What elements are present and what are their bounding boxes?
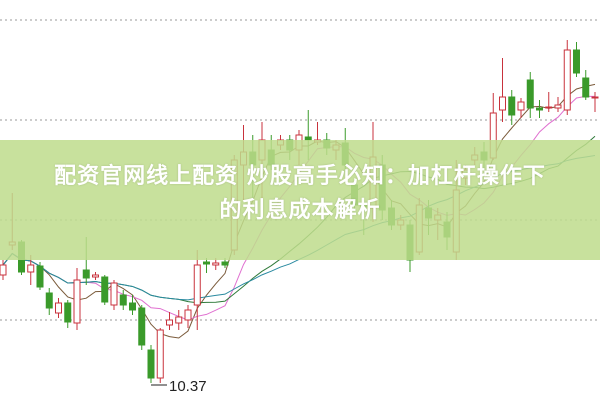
candle [119,290,127,310]
candle [499,58,506,122]
candle-body [193,264,201,306]
candle [55,298,62,318]
candle-body [554,104,562,109]
candle-body [573,49,580,74]
candle [175,310,183,330]
candle-body [64,302,72,323]
candle [212,258,220,270]
candle [536,100,543,118]
candle [138,305,146,350]
low-annotation: 10.37 [151,378,207,395]
candle-body [55,302,62,314]
candle [110,280,118,310]
candle-body [166,319,173,326]
candle-body [138,307,146,346]
candle-body [545,106,553,109]
candle-body [175,316,183,324]
candle-body [0,264,7,276]
candle-body [101,276,109,303]
candle-body [73,279,81,324]
candle-body [499,96,506,111]
candle-body [184,309,192,321]
candle-body [156,329,164,379]
candle-body [147,349,155,379]
candle [591,92,599,112]
article-title: 配资官网线上配资 炒股高手必知：加杠杆操作下 的利息成本解析 [0,160,600,228]
candle [573,42,580,77]
candle [156,328,164,383]
candle-body [129,302,136,311]
candle [27,255,35,285]
candle-body [517,101,525,111]
candle [184,305,192,328]
candle [129,295,136,315]
title-line-1: 配资官网线上配资 炒股高手必知：加杠杆操作下 [54,164,546,189]
candle [45,288,53,315]
low-price-label: 10.37 [169,378,207,395]
candle-body [92,274,99,278]
candle-body [563,49,571,111]
candle-body [27,264,35,273]
candle-body [119,294,127,306]
candle-body [203,261,210,265]
candle [508,90,516,125]
title-banner [0,140,600,260]
candle-body [36,265,44,288]
candle-body [591,96,599,99]
candle-body [82,269,90,279]
candle-body [212,262,220,266]
candle-body [221,261,229,266]
candle [92,272,99,280]
candle-body [110,282,118,306]
candle [166,312,173,330]
candle [36,262,44,290]
candle [582,70,590,100]
candle-body [582,77,590,98]
candle [526,72,534,118]
candle [147,345,155,383]
candle [203,258,210,273]
candle [545,92,553,112]
candle-body [508,96,516,116]
candle-body [536,107,543,111]
candle [193,250,201,330]
title-line-2: 的利息成本解析 [219,198,381,223]
candle-body [526,79,534,109]
candle-body [45,292,53,309]
candle [554,97,562,112]
candle [64,300,72,328]
candle [517,98,525,118]
candle [101,275,109,305]
candle [73,268,81,330]
candle [563,40,571,115]
candle [0,260,7,280]
